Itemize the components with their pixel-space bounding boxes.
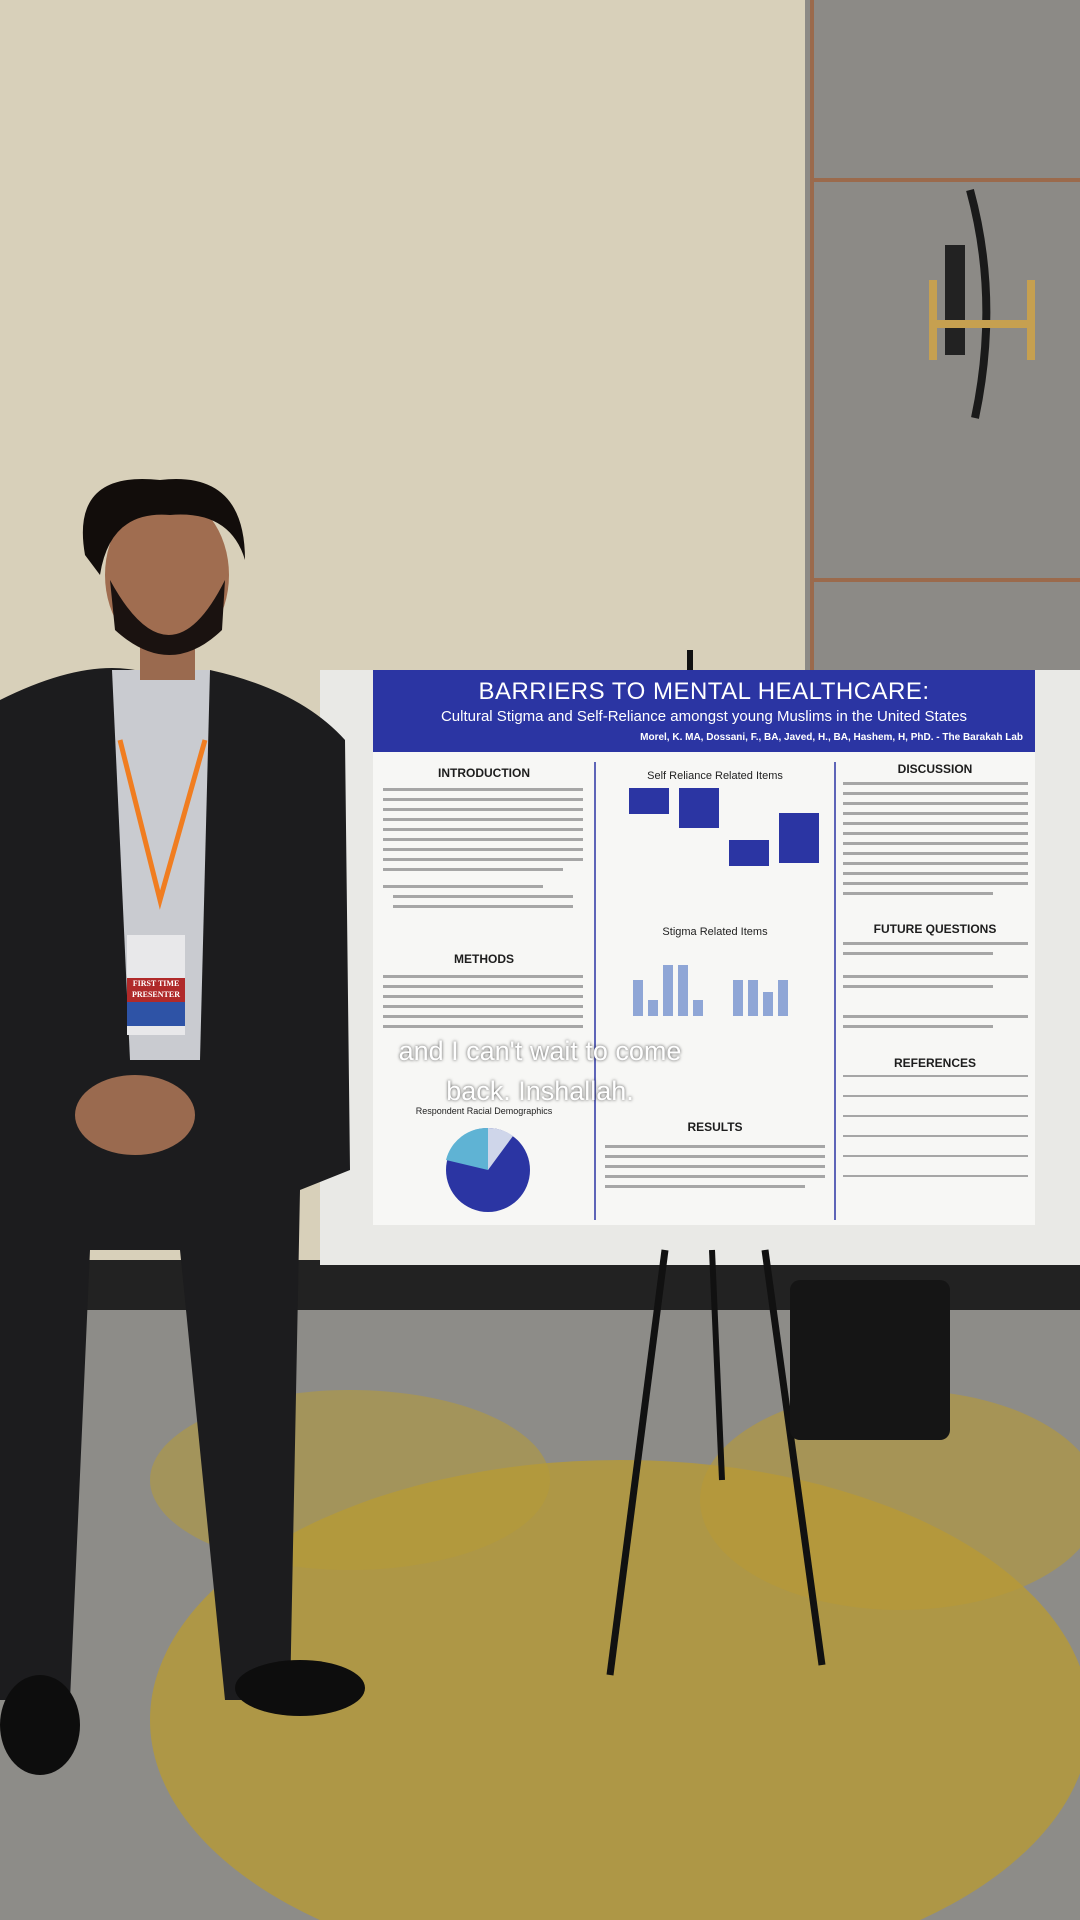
poster-graphics	[383, 762, 1028, 1220]
pie-slice	[488, 1127, 513, 1170]
stigma-bars	[633, 965, 788, 1016]
suit	[0, 668, 350, 1700]
section-heading: REFERENCES	[893, 1056, 976, 1070]
easel-leg	[606, 1249, 669, 1676]
chart-title: Self Reliance Related Items	[647, 770, 783, 782]
candle	[1027, 280, 1035, 360]
sconce	[945, 245, 965, 355]
easel-leg	[709, 1249, 725, 1481]
badge-ribbon	[127, 1002, 185, 1026]
section-heading: DISCUSSION	[897, 762, 973, 776]
badge-text: FIRST TIME	[132, 979, 180, 988]
pie-slice	[446, 1127, 488, 1170]
section-heading: FUTURE QUESTIONS	[873, 922, 997, 936]
lanyard	[117, 739, 208, 910]
bar	[679, 788, 719, 828]
poster-subtitle: Cultural Stigma and Self-Reliance amongs…	[440, 708, 968, 725]
chart-title: Stigma Related Items	[662, 926, 768, 938]
section-heading: METHODS	[454, 952, 514, 966]
badge-ribbon	[127, 978, 185, 1002]
badge-text: PRESENTER	[131, 990, 180, 999]
shoe	[235, 1660, 365, 1716]
bag	[790, 1280, 950, 1440]
chart-title: Respondent Racial Demographics	[415, 1106, 553, 1116]
poster-title: BARRIERS TO MENTAL HEALTHCARE:	[478, 678, 930, 705]
hair	[82, 478, 245, 575]
section-heading: INTRODUCTION	[438, 766, 530, 780]
sconce-arm	[966, 188, 991, 419]
body-text	[383, 782, 1028, 1188]
poster: BARRIERS TO MENTAL HEALTHCARE: Cultural …	[373, 670, 1035, 1225]
bar	[629, 788, 669, 814]
easel-leg	[761, 1249, 826, 1666]
face	[105, 495, 229, 655]
bar	[729, 840, 769, 866]
poster-authors: Morel, K. MA, Dossani, F., BA, Javed, H.…	[640, 732, 1023, 743]
beard	[110, 580, 225, 655]
bar	[779, 813, 819, 863]
shoe	[0, 1675, 80, 1775]
hands	[75, 1075, 195, 1155]
candle	[929, 280, 937, 360]
caption-line: back. Inshallah.	[446, 1076, 634, 1106]
poster-header: BARRIERS TO MENTAL HEALTHCARE: Cultural …	[373, 670, 1035, 752]
caption-line: and I can't wait to come	[398, 1036, 682, 1066]
sconce-bar	[930, 320, 1035, 328]
section-heading: RESULTS	[687, 1120, 743, 1134]
